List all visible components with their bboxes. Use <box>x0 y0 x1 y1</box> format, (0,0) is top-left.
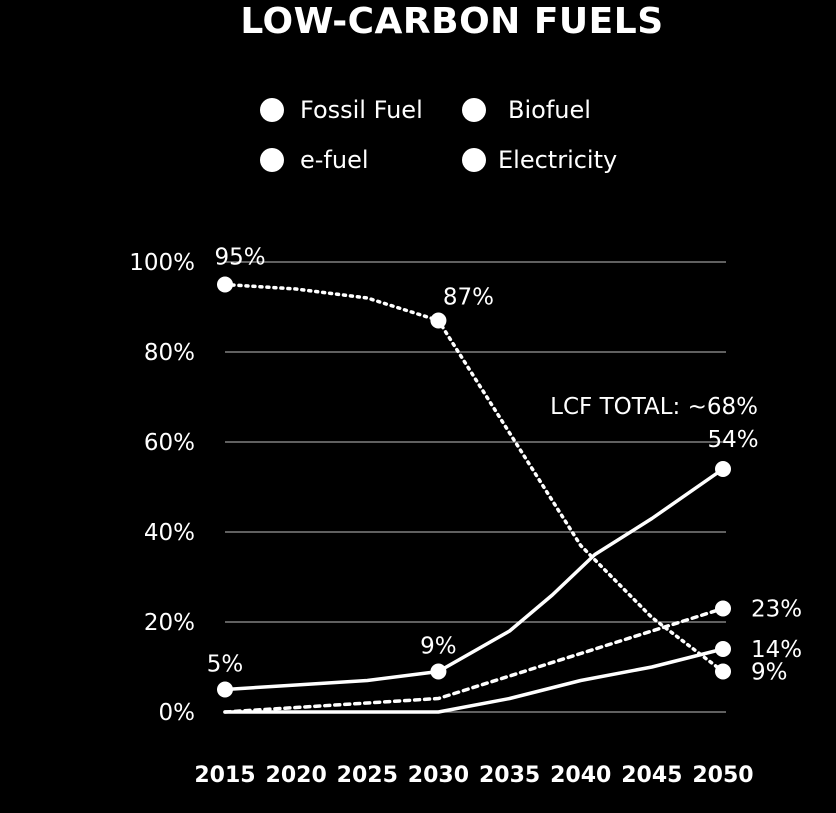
gridlines <box>225 261 726 713</box>
data-point-biofuel <box>217 681 233 698</box>
data-labels: 95% 87% 9% 5% 9% 54% 23% 14% <box>207 245 802 686</box>
chart-title: LOW-CARBON FUELS <box>240 1 664 42</box>
legend-label-e-fuel: e-fuel <box>300 146 369 174</box>
data-label-biofuel: 5% <box>207 652 244 678</box>
x-tick-label: 2020 <box>266 763 327 788</box>
series-line-fossil-fuel <box>223 282 725 674</box>
y-tick-label: 20% <box>144 610 195 636</box>
x-tick-label: 2045 <box>621 763 682 788</box>
legend-item-biofuel: Biofuel <box>462 95 591 125</box>
legend-dot-icon <box>462 148 486 172</box>
x-axis-ticks: 2015 2020 2025 2030 2035 2040 2045 2050 <box>194 763 753 788</box>
y-tick-label: 60% <box>144 430 195 456</box>
annotation-lcf-total: LCF TOTAL: ~68% <box>550 394 758 420</box>
x-tick-label: 2015 <box>194 763 255 788</box>
data-point-biofuel <box>430 663 447 680</box>
series-lines <box>223 282 725 714</box>
data-label-e-fuel: 23% <box>751 597 802 623</box>
x-tick-label: 2030 <box>408 763 469 788</box>
annotations: LCF TOTAL: ~68% <box>550 394 758 420</box>
data-points <box>217 276 731 698</box>
legend-dot-icon <box>260 148 284 172</box>
x-tick-label: 2035 <box>479 763 540 788</box>
data-label-fossil-fuel: 9% <box>751 660 788 686</box>
y-tick-label: 0% <box>159 700 196 726</box>
legend-label-electricity: Electricity <box>498 146 618 174</box>
data-label-electricity: 14% <box>751 637 802 663</box>
data-point-fossil-fuel <box>217 276 233 293</box>
y-tick-label: 80% <box>144 340 195 366</box>
x-tick-label: 2050 <box>692 763 753 788</box>
y-tick-label: 40% <box>144 520 195 546</box>
data-label-fossil-fuel: 87% <box>443 285 494 311</box>
series-line-biofuel <box>223 467 725 692</box>
data-point-fossil-fuel <box>715 663 731 680</box>
data-label-biofuel: 54% <box>707 427 758 453</box>
legend-dot-icon <box>260 98 284 122</box>
legend-item-fossil-fuel: Fossil Fuel <box>260 95 423 125</box>
legend-label-biofuel: Biofuel <box>508 96 591 124</box>
x-tick-label: 2040 <box>550 763 611 788</box>
y-tick-label: 100% <box>129 250 195 276</box>
y-axis-ticks: 0% 20% 40% 60% 80% 100% <box>129 250 195 726</box>
data-point-electricity <box>715 641 731 657</box>
data-point-e-fuel <box>715 600 731 617</box>
data-label-fossil-fuel: 95% <box>214 245 265 271</box>
x-tick-label: 2025 <box>337 763 398 788</box>
series-line-e-fuel <box>223 606 725 714</box>
data-point-fossil-fuel <box>430 312 447 329</box>
legend-label-fossil-fuel: Fossil Fuel <box>300 96 423 124</box>
legend-item-electricity: Electricity <box>462 145 617 175</box>
legend-dot-icon <box>462 98 486 122</box>
data-point-biofuel <box>715 461 731 477</box>
data-label-biofuel: 9% <box>420 634 457 660</box>
legend-item-e-fuel: e-fuel <box>260 145 369 175</box>
series-line-electricity <box>223 647 725 714</box>
